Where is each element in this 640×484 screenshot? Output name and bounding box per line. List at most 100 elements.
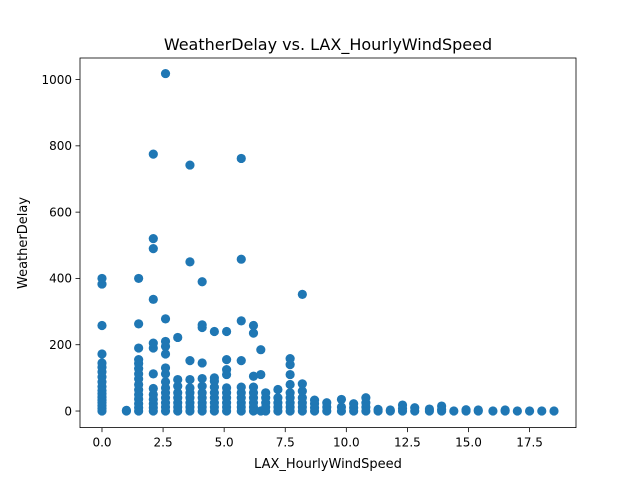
x-axis-ticks: 0.0 2.5 5.0 7.5 10.0 12.5 15.0 17.5: [92, 427, 543, 450]
data-point-60: [160, 314, 171, 324]
data-point-117: [236, 316, 246, 326]
y-tick-label: 600: [49, 205, 72, 219]
data-point-84: [197, 388, 207, 398]
data-point-76: [185, 374, 195, 385]
data-point-194: [488, 406, 498, 416]
x-tick-label: 2.5: [154, 436, 173, 450]
x-tick-label: 15.0: [455, 436, 482, 450]
data-point-130: [256, 369, 266, 380]
y-axis-ticks: 0 200 400 600 800 1000: [41, 73, 80, 418]
data-point-31: [134, 355, 144, 365]
y-tick-label: 400: [49, 272, 72, 286]
plot-frame: [79, 57, 577, 429]
data-point-98: [209, 373, 219, 383]
data-point-44: [148, 294, 158, 304]
data-point-66: [173, 388, 183, 398]
data-point-15: [97, 320, 107, 331]
data-point-107: [222, 364, 232, 375]
data-point-19: [121, 405, 132, 415]
data-point-174: [361, 393, 371, 403]
data-point-181: [397, 400, 408, 410]
data-point-198: [524, 406, 535, 416]
data-point-193: [473, 405, 483, 415]
data-point-41: [148, 369, 158, 379]
data-point-118: [236, 254, 246, 264]
data-point-196: [500, 405, 510, 415]
x-tick-label: 10.0: [333, 436, 360, 450]
points-layer: [97, 68, 559, 416]
data-point-183: [410, 403, 420, 413]
data-point-147: [285, 379, 295, 390]
data-point-150: [285, 354, 295, 364]
data-point-34: [134, 273, 144, 284]
data-point-197: [512, 406, 522, 416]
data-point-46: [148, 234, 158, 244]
data-point-99: [209, 326, 219, 337]
data-point-189: [449, 406, 459, 416]
data-point-119: [236, 153, 246, 164]
data-point-13: [97, 358, 107, 368]
data-point-166: [336, 402, 347, 412]
data-point-86: [197, 373, 207, 384]
data-point-47: [148, 149, 158, 159]
data-point-17: [97, 273, 107, 284]
data-point-157: [297, 289, 307, 299]
data-point-78: [185, 257, 195, 267]
y-tick-label: 800: [49, 139, 72, 153]
data-point-127: [248, 328, 259, 338]
x-tick-label: 5.0: [215, 436, 234, 450]
data-point-131: [256, 345, 266, 355]
data-point-40: [148, 383, 158, 394]
data-point-85: [197, 381, 207, 391]
data-point-178: [385, 405, 395, 415]
data-point-87: [197, 358, 207, 368]
y-axis-label: WeatherDelay: [16, 197, 31, 289]
data-point-167: [336, 394, 347, 405]
data-point-199: [537, 406, 547, 416]
data-point-57: [160, 349, 171, 359]
data-point-115: [236, 382, 246, 392]
x-tick-label: 17.5: [516, 436, 543, 450]
data-point-67: [173, 381, 183, 391]
data-point-161: [309, 395, 320, 405]
data-point-90: [197, 277, 207, 287]
data-point-54: [160, 377, 171, 387]
data-point-75: [185, 383, 195, 393]
data-point-69: [173, 332, 183, 343]
data-point-155: [297, 386, 307, 396]
data-point-59: [160, 336, 171, 347]
data-point-154: [297, 393, 307, 403]
x-tick-label: 0.0: [92, 436, 111, 450]
y-tick-label: 200: [49, 338, 72, 352]
data-point-68: [173, 374, 183, 385]
data-point-77: [185, 356, 195, 366]
data-point-43: [148, 338, 158, 348]
data-point-156: [297, 379, 307, 389]
data-point-116: [236, 356, 246, 366]
data-point-108: [222, 355, 232, 365]
data-point-140: [273, 393, 283, 403]
data-point-185: [424, 404, 434, 414]
data-point-89: [197, 320, 207, 330]
x-tick-label: 12.5: [394, 436, 421, 450]
data-point-32: [134, 343, 144, 353]
data-point-164: [322, 398, 332, 408]
y-tick-label: 1000: [41, 73, 72, 87]
data-point-56: [160, 363, 171, 373]
data-point-146: [285, 388, 295, 398]
data-point-128: [248, 320, 259, 331]
x-axis-label: LAX_HourlyWindSpeed: [254, 457, 402, 472]
data-point-148: [285, 369, 295, 380]
y-tick-label: 0: [64, 404, 72, 418]
data-point-141: [273, 384, 283, 395]
data-point-191: [461, 405, 471, 415]
data-point-33: [134, 319, 144, 329]
data-point-14: [97, 349, 107, 359]
data-point-79: [185, 160, 195, 170]
data-point-126: [248, 371, 259, 381]
chart-title: WeatherDelay vs. LAX_HourlyWindSpeed: [164, 35, 492, 55]
data-point-125: [248, 382, 259, 392]
data-point-200: [549, 406, 559, 416]
